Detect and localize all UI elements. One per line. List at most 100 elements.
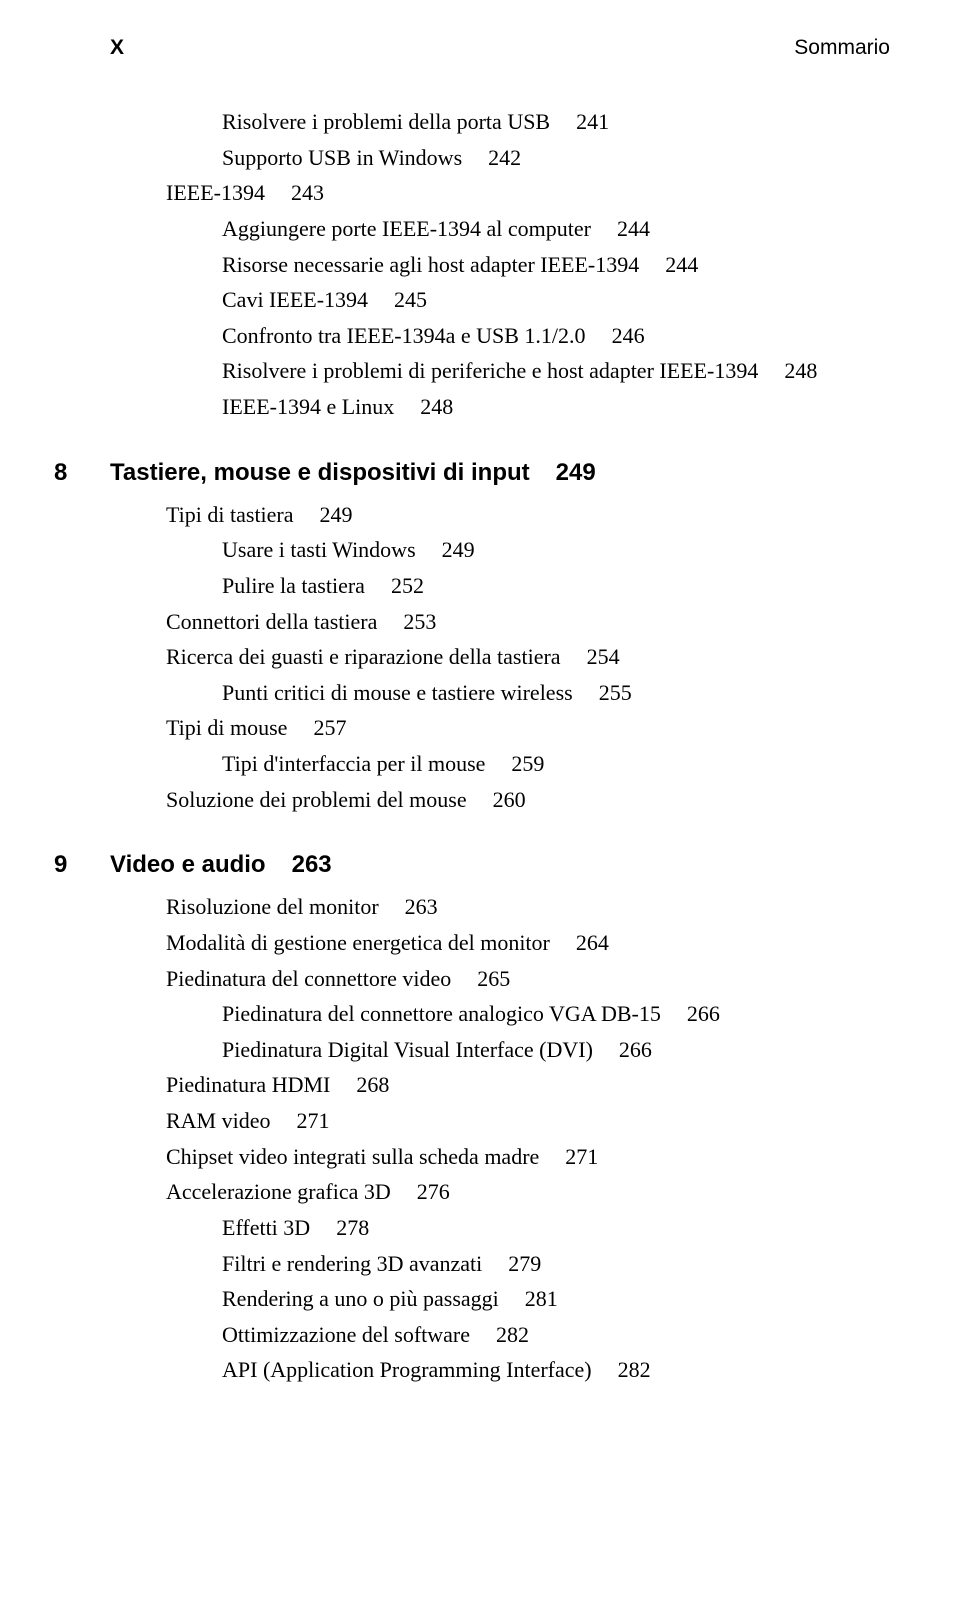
toc-page-number: 263 <box>405 894 438 919</box>
toc-page-number: 254 <box>587 644 620 669</box>
toc-text: Confronto tra IEEE-1394a e USB 1.1/2.0 <box>222 323 586 348</box>
toc-entry: API (Application Programming Interface)2… <box>166 1352 890 1388</box>
toc-text: Usare i tasti Windows <box>222 537 416 562</box>
toc-page-number: 276 <box>417 1179 450 1204</box>
toc-text: Effetti 3D <box>222 1215 310 1240</box>
chapter-body: Tipi di tastiera 249 Usare i tasti Window… <box>110 497 890 818</box>
chapter-number: 8 <box>54 455 110 491</box>
toc-page-number: 252 <box>391 573 424 598</box>
toc-entry: Rendering a uno o più passaggi 281 <box>166 1281 890 1317</box>
toc-page-number: 241 <box>576 109 609 134</box>
toc-entry: Risolvere i problemi di periferiche e ho… <box>110 353 890 389</box>
toc-entry: Accelerazione grafica 3D276 <box>166 1174 890 1210</box>
toc-page-number: 249 <box>320 502 353 527</box>
toc-text: Pulire la tastiera <box>222 573 365 598</box>
toc-entry: Ottimizzazione del software 282 <box>166 1317 890 1353</box>
toc-page-number: 245 <box>394 287 427 312</box>
toc-page-number: 260 <box>493 787 526 812</box>
toc-text: Aggiungere porte IEEE-1394 al computer <box>222 216 591 241</box>
chapter-page-number: 249 <box>556 455 596 491</box>
toc-text: Filtri e rendering 3D avanzati <box>222 1251 482 1276</box>
toc-entry: Supporto USB in Windows 242 <box>110 140 890 176</box>
toc-entry: IEEE-1394 e Linux248 <box>110 389 890 425</box>
toc-page-number: 264 <box>576 930 609 955</box>
toc-entry: Risolvere i problemi della porta USB 241 <box>110 104 890 140</box>
toc-entry: Tipi di tastiera 249 <box>166 497 890 533</box>
toc-page-number: 278 <box>336 1215 369 1240</box>
toc-entry: Piedinatura del connettore analogico VGA… <box>166 996 890 1032</box>
toc-page-number: 253 <box>403 609 436 634</box>
chapter-heading: 8 Tastiere, mouse e dispositivi di input… <box>110 455 890 491</box>
chapter-number: 9 <box>54 847 110 883</box>
toc-text: Tipi di tastiera <box>166 502 294 527</box>
toc-entry: Effetti 3D 278 <box>166 1210 890 1246</box>
toc-text: Cavi IEEE-1394 <box>222 287 368 312</box>
toc-text: Rendering a uno o più passaggi <box>222 1286 499 1311</box>
toc-page-number: 244 <box>617 216 650 241</box>
toc-entry: Modalità di gestione energetica del moni… <box>166 925 890 961</box>
chapter-title-text: Video e audio <box>110 847 266 883</box>
toc-page-number: 266 <box>687 1001 720 1026</box>
toc-entry: Connettori della tastiera 253 <box>166 604 890 640</box>
toc-entry: Aggiungere porte IEEE-1394 al computer 24… <box>110 211 890 247</box>
toc-text: Punti critici di mouse e tastiere wirele… <box>222 680 573 705</box>
toc-page-number: 255 <box>599 680 632 705</box>
toc-text: Tipi di mouse <box>166 715 287 740</box>
toc-page-number: 242 <box>488 145 521 170</box>
toc-entry: Piedinatura HDMI 268 <box>166 1067 890 1103</box>
toc-text: Ricerca dei guasti e riparazione della t… <box>166 644 561 669</box>
toc-entry: Usare i tasti Windows 249 <box>166 532 890 568</box>
toc-text: Piedinatura Digital Visual Interface (DV… <box>222 1037 593 1062</box>
toc-text: Risorse necessarie agli host adapter IEE… <box>222 252 639 277</box>
toc-text: Risoluzione del monitor <box>166 894 379 919</box>
toc-text: Soluzione dei problemi del mouse <box>166 787 467 812</box>
toc-text: RAM video <box>166 1108 271 1133</box>
toc-page-number: 257 <box>313 715 346 740</box>
toc-page-number: 243 <box>291 180 324 205</box>
toc-entry: Risorse necessarie agli host adapter IEE… <box>110 247 890 283</box>
toc-page-number: 248 <box>784 358 817 383</box>
toc-page-number: 271 <box>297 1108 330 1133</box>
toc-page-number: 266 <box>619 1037 652 1062</box>
toc-text: Risolvere i problemi della porta USB <box>222 109 550 134</box>
toc-entry: Pulire la tastiera 252 <box>166 568 890 604</box>
toc-page-number: 259 <box>511 751 544 776</box>
toc-page-number: 271 <box>565 1144 598 1169</box>
toc-entry: Tipi d'interfaccia per il mouse 259 <box>166 746 890 782</box>
toc-entry: Piedinatura del connettore video265 <box>166 961 890 997</box>
toc-entry: Chipset video integrati sulla scheda mad… <box>166 1139 890 1175</box>
toc-entry: Cavi IEEE-1394 245 <box>110 282 890 318</box>
page-number-roman: X <box>110 36 124 60</box>
running-header: X Sommario <box>110 36 890 60</box>
chapter-body: Risoluzione del monitor 263 Modalità di g… <box>110 889 890 1388</box>
toc-page-number: 244 <box>665 252 698 277</box>
toc-text: IEEE-1394 <box>166 180 265 205</box>
toc-entry: Confronto tra IEEE-1394a e USB 1.1/2.024… <box>110 318 890 354</box>
toc-text: Piedinatura HDMI <box>166 1072 330 1097</box>
toc-page-number: 248 <box>420 394 453 419</box>
toc-page-number: 279 <box>508 1251 541 1276</box>
chapter-page-number: 263 <box>292 847 332 883</box>
toc-page-number: 282 <box>496 1322 529 1347</box>
toc-entry: Tipi di mouse 257 <box>166 710 890 746</box>
toc-text: Supporto USB in Windows <box>222 145 462 170</box>
toc-entry: Filtri e rendering 3D avanzati 279 <box>166 1246 890 1282</box>
toc-page-number: 281 <box>525 1286 558 1311</box>
toc-page-number: 282 <box>618 1357 651 1382</box>
section-label: Sommario <box>794 36 890 60</box>
toc-page-number: 268 <box>356 1072 389 1097</box>
toc-text: Ottimizzazione del software <box>222 1322 470 1347</box>
chapter-title-text: Tastiere, mouse e dispositivi di input <box>110 455 530 491</box>
toc-entry: Piedinatura Digital Visual Interface (DV… <box>166 1032 890 1068</box>
chapter-heading: 9 Video e audio 263 <box>110 847 890 883</box>
page: X Sommario Risolvere i problemi della po… <box>0 0 960 1428</box>
toc-entry: Risoluzione del monitor 263 <box>166 889 890 925</box>
toc-text: Piedinatura del connettore analogico VGA… <box>222 1001 661 1026</box>
toc-entry: RAM video 271 <box>166 1103 890 1139</box>
toc-text: Piedinatura del connettore video <box>166 966 451 991</box>
toc-text: Modalità di gestione energetica del moni… <box>166 930 550 955</box>
toc-text: Chipset video integrati sulla scheda mad… <box>166 1144 539 1169</box>
toc-page-number: 249 <box>442 537 475 562</box>
toc-text: Tipi d'interfaccia per il mouse <box>222 751 485 776</box>
toc-text: Connettori della tastiera <box>166 609 377 634</box>
